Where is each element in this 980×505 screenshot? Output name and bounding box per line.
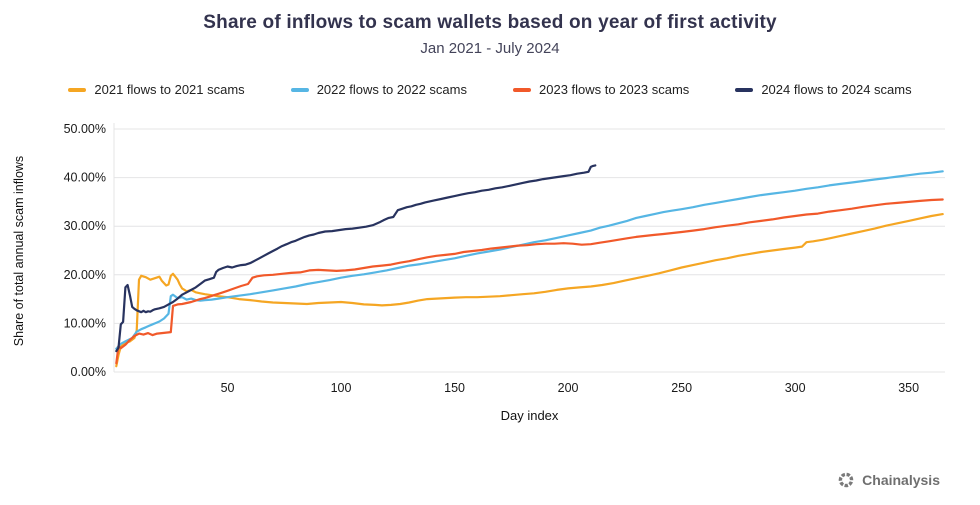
x-tick-label: 50 (221, 381, 235, 395)
y-tick-label: 30.00% (64, 219, 106, 233)
legend-swatch (68, 87, 87, 92)
series-line (115, 198, 944, 365)
legend-label: 2022 flows to 2022 scams (316, 82, 467, 97)
x-tick-label: 100 (331, 381, 352, 395)
series-line (115, 170, 944, 350)
series-line (115, 212, 944, 368)
legend-label: 2024 flows to 2024 scams (761, 82, 912, 97)
y-tick-label: 40.00% (64, 171, 106, 185)
legend-label: 2023 flows to 2023 scams (539, 82, 690, 97)
legend-swatch (290, 87, 309, 92)
y-tick-label: 10.00% (64, 316, 106, 330)
x-tick-label: 250 (671, 381, 692, 395)
brand-logo: Chainalysis (837, 471, 940, 489)
brand-name: Chainalysis (862, 472, 940, 488)
x-tick-label: 150 (444, 381, 465, 395)
x-tick-label: 200 (558, 381, 579, 395)
legend-item: 2021 flows to 2021 scams (68, 82, 245, 97)
y-tick-label: 50.00% (64, 122, 106, 136)
line-chart-svg: 0.00% 10.00% 20.00% 30.00% 40.00% 50.00% 50 100… (64, 122, 945, 395)
legend-swatch (735, 87, 754, 92)
x-tick-label: 350 (898, 381, 919, 395)
chart-subtitle: Jan 2021 - July 2024 (420, 40, 560, 57)
series-line (115, 164, 597, 353)
y-tick-label: 0.00% (71, 365, 106, 379)
chart-title: Share of inflows to scam wallets based o… (203, 12, 777, 33)
x-axis-label: Day index (500, 408, 559, 423)
legend-item: 2023 flows to 2023 scams (513, 82, 689, 97)
chainalysis-gear-icon (838, 472, 854, 488)
y-tick-label: 20.00% (64, 268, 106, 282)
legend-item: 2024 flows to 2024 scams (735, 82, 912, 97)
x-tick-label: 300 (785, 381, 806, 395)
legend: 2021 flows to 2021 scams 2022 flows to 20… (0, 82, 980, 97)
legend-swatch (513, 87, 531, 92)
legend-item: 2022 flows to 2022 scams (290, 82, 467, 97)
legend-label: 2021 flows to 2021 scams (94, 82, 245, 97)
